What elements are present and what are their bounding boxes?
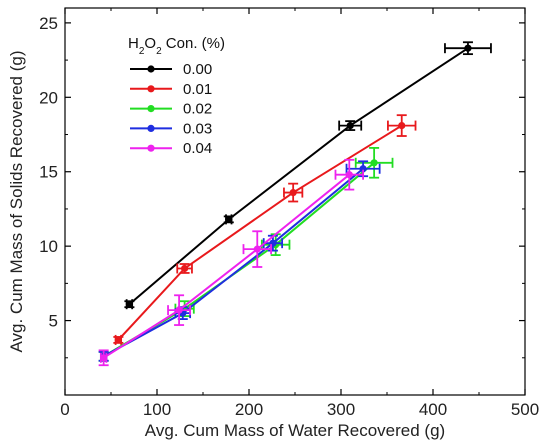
data-point [359, 165, 367, 173]
series-0.04 [98, 158, 364, 367]
legend-label: 0.03 [183, 120, 212, 137]
legend-swatch-marker [147, 105, 155, 113]
series-0.01 [113, 114, 417, 345]
x-tick-label: 200 [235, 400, 263, 419]
y-tick-label: 15 [39, 163, 58, 182]
axes: 0 100 200 300 400 500 5 10 15 20 25 Avg. Cum Mass o… [7, 7, 539, 440]
data-point [345, 171, 353, 179]
legend-title: H2O2 Con. (%) [128, 35, 225, 57]
data-point [464, 44, 472, 52]
y-axis-title: Avg. Cum Mass of Solids Recovered (g) [7, 50, 26, 352]
data-point [175, 306, 183, 314]
y-tick-label: 5 [49, 312, 58, 331]
data-point [346, 121, 354, 130]
legend: H2O2 Con. (%) 0.00 0.01 0.02 0.03 0.04 [128, 35, 225, 157]
data-point [253, 245, 261, 253]
data-point [370, 159, 378, 167]
series-line [128, 47, 469, 305]
data-point [100, 354, 108, 362]
x-tick-label: 300 [327, 400, 355, 419]
x-tick-label: 0 [60, 400, 69, 419]
legend-swatch-marker [147, 85, 155, 93]
legend-swatch-marker [147, 124, 155, 132]
series-line [103, 173, 350, 359]
data-point [225, 215, 233, 223]
legend-label: 0.02 [183, 101, 212, 118]
legend-swatch-marker [147, 144, 155, 152]
legend-label: 0.00 [183, 61, 212, 78]
y-tick-label: 10 [39, 237, 58, 256]
series-line [117, 124, 403, 341]
data-point [289, 188, 297, 197]
data-point [114, 336, 122, 344]
y-tick-label: 20 [39, 88, 58, 107]
series-0.00 [124, 41, 492, 310]
data-point [398, 121, 406, 130]
x-tick-label: 500 [511, 400, 539, 419]
series-line [103, 167, 364, 358]
legend-label: 0.01 [183, 81, 212, 98]
x-tick-label: 100 [143, 400, 171, 419]
x-tick-label: 400 [419, 400, 447, 419]
y-tick-label: 25 [39, 14, 58, 33]
series-line [103, 162, 375, 358]
series-0.03 [98, 160, 381, 362]
legend-swatch-marker [147, 65, 155, 73]
data-point [125, 300, 133, 308]
data-point [181, 264, 189, 273]
legend-label: 0.04 [183, 140, 212, 157]
x-axis-title: Avg. Cum Mass of Water Recovered (g) [145, 421, 445, 440]
plot-area [98, 41, 492, 367]
